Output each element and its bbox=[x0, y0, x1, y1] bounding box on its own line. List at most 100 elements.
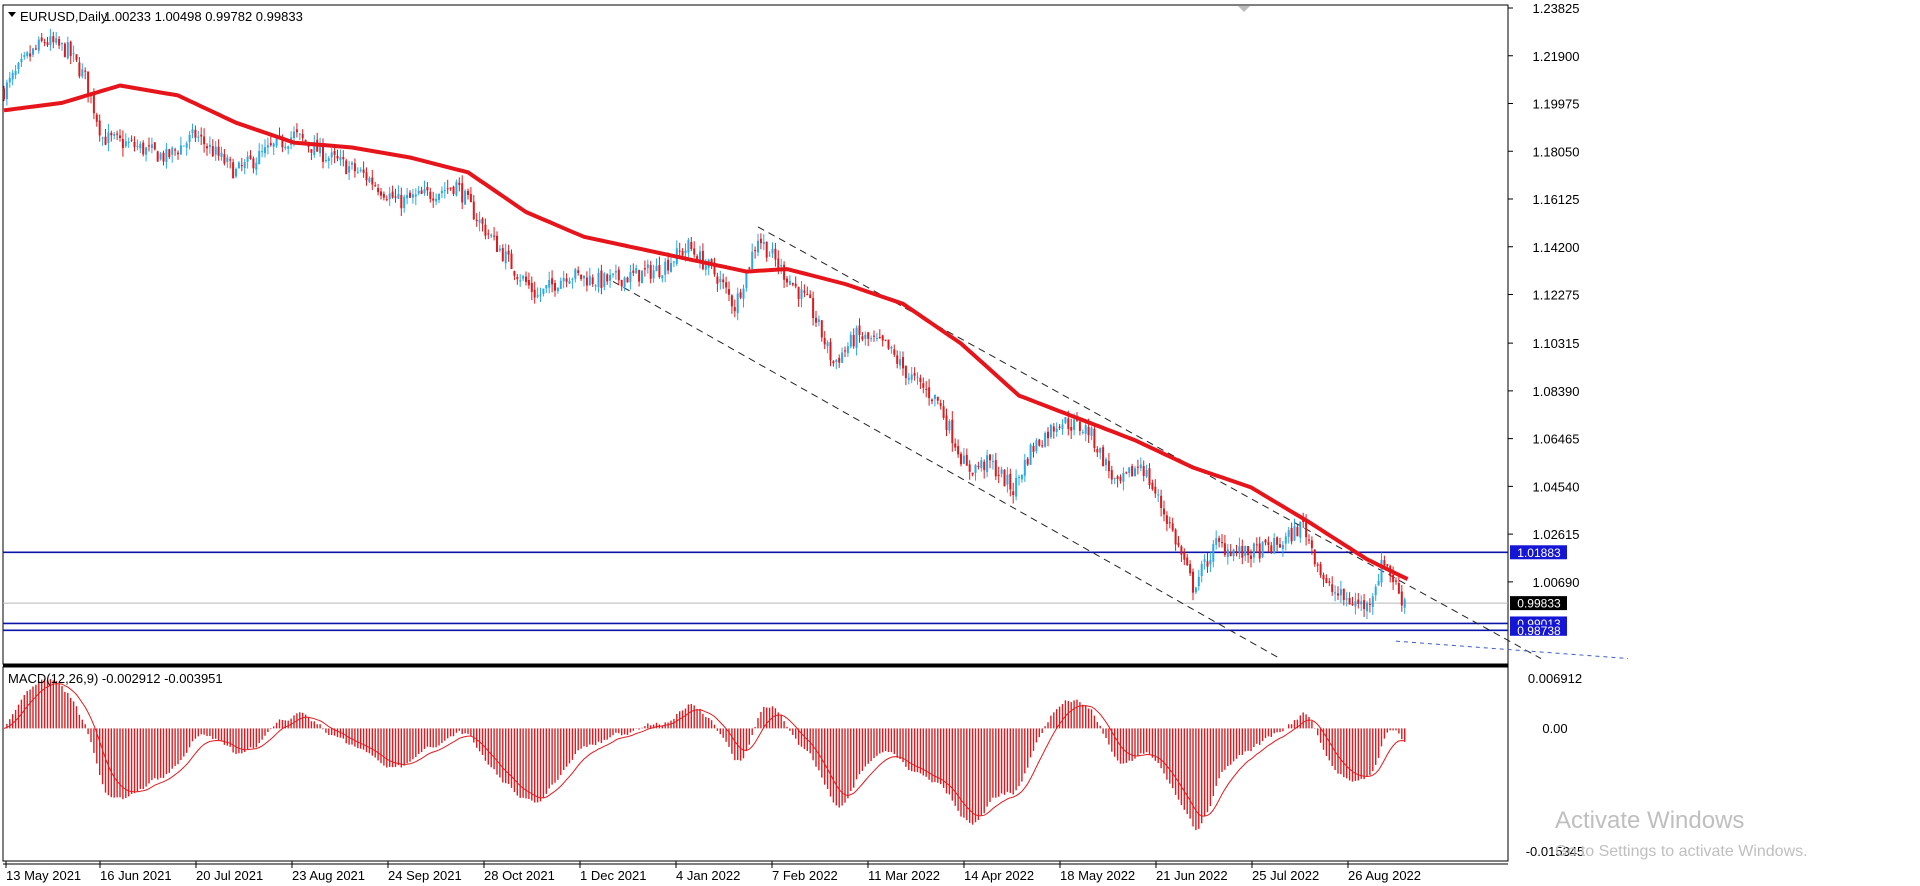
candle-body bbox=[1247, 546, 1250, 556]
candle-body bbox=[414, 194, 417, 197]
candle-body bbox=[1177, 542, 1180, 546]
candle-body bbox=[1107, 460, 1110, 472]
candle-body bbox=[1009, 473, 1012, 490]
candle-body bbox=[452, 186, 455, 194]
macd-signal-line bbox=[3, 683, 1405, 817]
candle-body bbox=[530, 282, 533, 292]
candle-body bbox=[765, 241, 768, 258]
candle-body bbox=[52, 36, 55, 43]
candle-body bbox=[1363, 600, 1366, 610]
candle-body bbox=[1052, 426, 1055, 432]
candle-body bbox=[954, 443, 957, 448]
candle-body bbox=[736, 293, 739, 314]
candle-body bbox=[336, 155, 339, 159]
candle-body bbox=[1102, 447, 1105, 467]
moving-average-layer bbox=[3, 83, 1409, 581]
candle-body bbox=[179, 145, 182, 155]
candle-body bbox=[997, 474, 1000, 476]
date-tick-label: 21 Jun 2022 bbox=[1156, 868, 1228, 883]
channel-extension-line[interactable] bbox=[1395, 640, 1629, 660]
candle-body bbox=[829, 341, 832, 361]
candle-body bbox=[957, 446, 960, 455]
date-tick-label: 7 Feb 2022 bbox=[772, 868, 838, 883]
candle-body bbox=[37, 39, 40, 51]
candle-body bbox=[989, 454, 991, 461]
date-tick-label: 4 Jan 2022 bbox=[676, 868, 740, 883]
candle-body bbox=[881, 335, 884, 341]
candle-body bbox=[377, 188, 380, 193]
candle-body bbox=[919, 377, 922, 383]
date-axis[interactable]: 13 May 2021 16 Jun 2021 20 Jul 2021 23 Aug … bbox=[5, 861, 1421, 883]
candle-body bbox=[771, 249, 774, 254]
candle-body bbox=[1020, 474, 1023, 480]
candle-body bbox=[554, 283, 556, 291]
candle-body bbox=[803, 290, 806, 293]
candle-body bbox=[1279, 544, 1281, 548]
candle-body bbox=[1319, 564, 1322, 576]
candle-body bbox=[591, 277, 594, 285]
candle-body bbox=[1154, 486, 1157, 494]
candle-body bbox=[1023, 460, 1026, 476]
candle-body bbox=[1305, 521, 1308, 538]
candle-body bbox=[1313, 549, 1316, 565]
candle-body bbox=[20, 58, 23, 63]
candle-body bbox=[559, 280, 562, 289]
candle-body bbox=[617, 269, 620, 281]
candle-body bbox=[1113, 478, 1116, 480]
candle-body bbox=[1049, 425, 1052, 438]
candle-body bbox=[1400, 591, 1403, 606]
price-axis[interactable]: 1.23825 1.21900 1.19975 1.18050 1.16125 1.142… bbox=[1508, 1, 1580, 590]
candle-body bbox=[26, 52, 29, 56]
date-tick-label: 25 Jul 2022 bbox=[1252, 868, 1319, 883]
price-tick-label: 1.14200 bbox=[1533, 240, 1580, 255]
candle-body bbox=[800, 289, 803, 299]
candle-body bbox=[986, 455, 989, 473]
candle-body bbox=[417, 190, 420, 194]
candle-body bbox=[203, 136, 206, 145]
candle-body bbox=[1073, 419, 1076, 430]
candle-body bbox=[870, 338, 873, 340]
dropdown-triangle-icon[interactable] bbox=[8, 12, 16, 17]
macd-pane-frame bbox=[2, 666, 1509, 862]
candle-body bbox=[113, 133, 116, 136]
candle-body bbox=[1078, 421, 1081, 431]
candle-body bbox=[1084, 425, 1087, 434]
candle-body bbox=[400, 194, 403, 209]
candle-body bbox=[319, 143, 322, 154]
candle-body bbox=[116, 133, 119, 135]
candle-body bbox=[1397, 583, 1400, 594]
candle-body bbox=[1058, 426, 1061, 428]
candle-body bbox=[461, 183, 464, 203]
candle-body bbox=[481, 218, 484, 224]
candle-body bbox=[725, 282, 728, 288]
candle-body bbox=[933, 394, 936, 400]
candle-body bbox=[249, 155, 252, 159]
candle-body bbox=[232, 162, 235, 179]
candle-body bbox=[1139, 464, 1142, 469]
candle-body bbox=[1209, 559, 1212, 565]
candle-body bbox=[878, 336, 881, 338]
channel-lower-line[interactable] bbox=[612, 281, 1281, 659]
candle-body bbox=[409, 192, 411, 198]
candle-body bbox=[449, 187, 452, 189]
candle-body bbox=[1368, 603, 1371, 605]
candle-body bbox=[469, 193, 472, 203]
shift-marker-icon[interactable] bbox=[1238, 6, 1250, 12]
candle-body bbox=[435, 198, 438, 202]
candle-body bbox=[783, 264, 786, 280]
candle-body bbox=[841, 352, 844, 363]
candle-body bbox=[684, 250, 687, 254]
candle-body bbox=[1171, 523, 1174, 531]
candle-body bbox=[1041, 445, 1044, 447]
price-tick-label: 1.02615 bbox=[1533, 527, 1580, 542]
candle-body bbox=[797, 287, 800, 300]
candle-body bbox=[133, 141, 136, 148]
candle-body bbox=[846, 346, 849, 354]
candle-body bbox=[432, 198, 435, 201]
candle-body bbox=[751, 251, 754, 269]
candle-body bbox=[817, 319, 820, 322]
candle-body bbox=[1076, 419, 1078, 421]
candle-body bbox=[899, 359, 902, 366]
